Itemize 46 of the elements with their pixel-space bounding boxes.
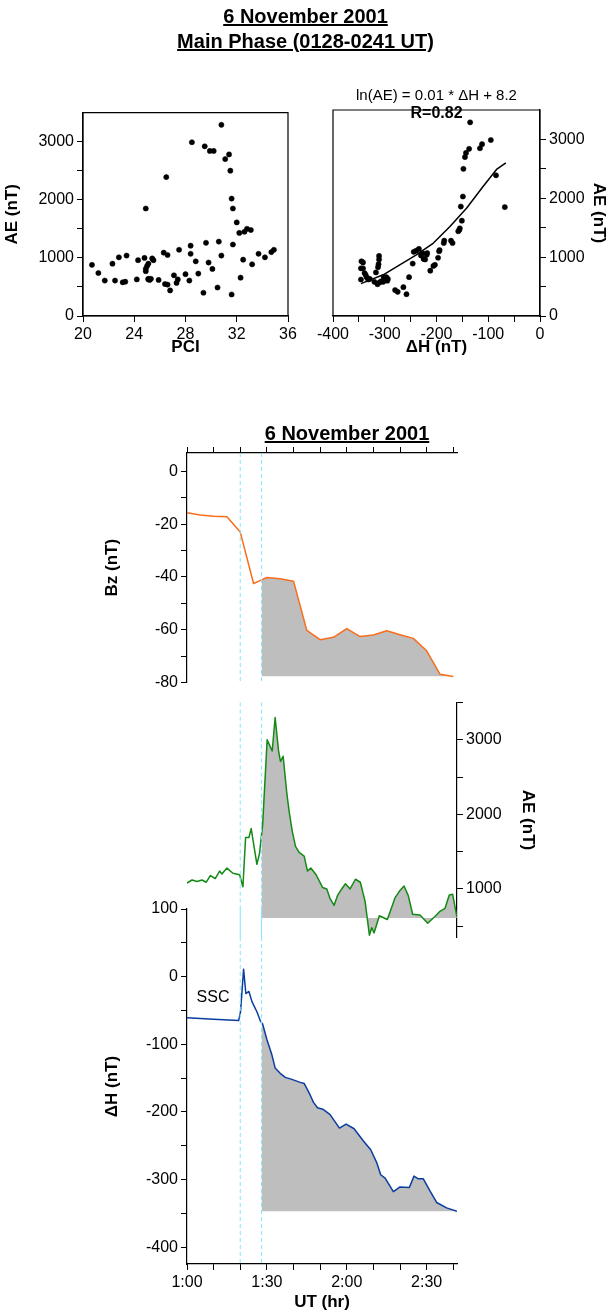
x-tick-label: 36 bbox=[279, 325, 297, 343]
y-tick-label: -80 bbox=[154, 672, 179, 690]
x-tick-label: 1:30 bbox=[251, 1273, 283, 1291]
y-tick-label: -100 bbox=[145, 1034, 179, 1052]
y2-tick-label: 0 bbox=[549, 306, 558, 324]
y2-tick-label: 2000 bbox=[549, 188, 585, 206]
y-tick-label: 0 bbox=[169, 967, 179, 985]
y-tick-label: -20 bbox=[154, 514, 179, 532]
annotation: R=0.82 bbox=[410, 104, 463, 122]
x-tick-label: -400 bbox=[316, 325, 350, 343]
y2-tick-label: 2000 bbox=[466, 804, 502, 822]
y2-axis-title: AE (nT) bbox=[590, 182, 610, 244]
x-axis-title: UT (hr) bbox=[294, 1292, 350, 1312]
x-tick-label: -300 bbox=[368, 325, 401, 343]
y-tick-label: 100 bbox=[151, 899, 179, 917]
y-tick-label: -200 bbox=[145, 1102, 179, 1120]
y2-axis-title: AE (nT) bbox=[519, 789, 539, 851]
y-tick-label: -400 bbox=[145, 1237, 179, 1255]
chart-title: 6 November 2001 bbox=[222, 4, 389, 29]
y-tick-label: 0 bbox=[65, 306, 75, 324]
y-axis-title: Bz (nT) bbox=[101, 538, 121, 597]
x-tick-label: 20 bbox=[74, 325, 92, 343]
y-tick-label: 1000 bbox=[38, 248, 75, 266]
x-tick-label: -100 bbox=[472, 325, 505, 343]
y2-tick-label: 3000 bbox=[466, 730, 502, 748]
annotation: SSC bbox=[196, 988, 230, 1006]
x-tick-label: 0 bbox=[535, 325, 545, 343]
y-axis-title: ΔH (nT) bbox=[101, 1055, 121, 1118]
x-tick-label: 24 bbox=[125, 325, 144, 343]
y-tick-label: -40 bbox=[154, 567, 179, 585]
x-tick-label: 32 bbox=[227, 325, 246, 343]
chart-subtitle: Main Phase (0128-0241 UT) bbox=[176, 29, 435, 54]
y-tick-label: -300 bbox=[145, 1169, 179, 1187]
chart-title: 6 November 2001 bbox=[263, 421, 431, 446]
y2-tick-label: 3000 bbox=[549, 129, 585, 147]
y-tick-label: 2000 bbox=[38, 190, 75, 208]
y2-tick-label: 1000 bbox=[549, 247, 585, 265]
y-tick-label: -60 bbox=[154, 620, 179, 638]
text: ln(AE) = 0.01 * ΔH + 8.2 bbox=[356, 86, 517, 104]
y2-tick-label: 1000 bbox=[466, 879, 502, 897]
y-tick-label: 0 bbox=[169, 461, 179, 479]
x-tick-label: 1:00 bbox=[171, 1273, 203, 1291]
x-tick-label: 2:30 bbox=[411, 1273, 443, 1291]
y-axis-title: AE (nT) bbox=[1, 184, 21, 245]
x-tick-label: 2:00 bbox=[331, 1273, 363, 1291]
y-tick-label: 3000 bbox=[38, 132, 75, 150]
